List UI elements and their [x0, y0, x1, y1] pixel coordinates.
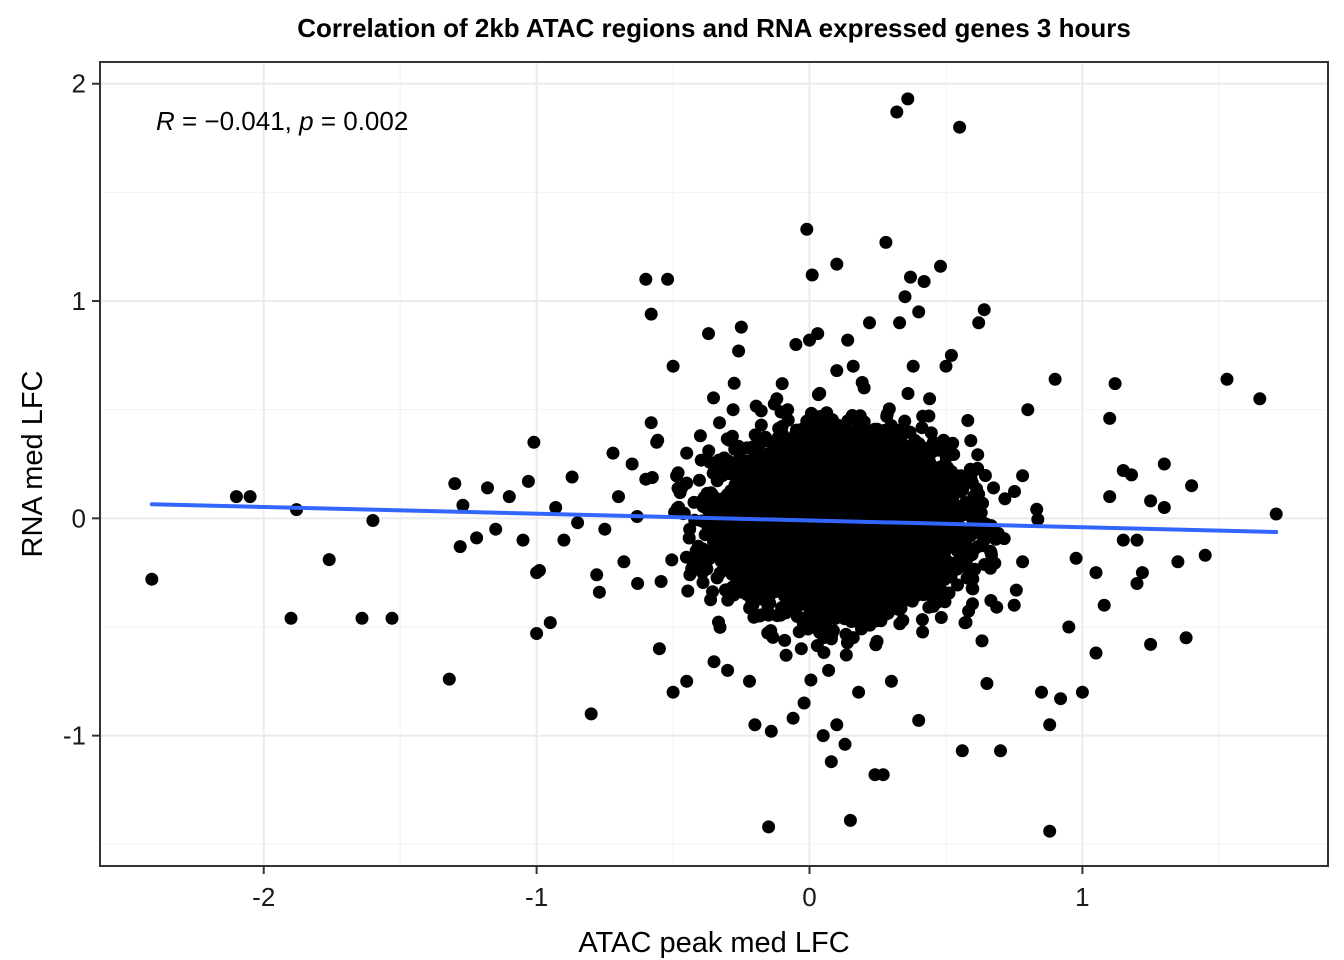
data-point: [696, 576, 710, 589]
data-point: [976, 496, 990, 510]
data-point: [685, 562, 699, 576]
data-point: [729, 585, 743, 599]
data-point: [1030, 502, 1044, 516]
data-point: [966, 582, 980, 596]
data-point: [998, 492, 1012, 506]
data-point: [706, 585, 719, 599]
data-point: [702, 444, 716, 458]
data-point: [654, 575, 668, 588]
data-point: [681, 584, 695, 598]
data-point: [1009, 583, 1023, 597]
data-point: [893, 617, 907, 631]
data-point: [951, 578, 964, 592]
data-point: [792, 625, 806, 639]
data-point: [779, 648, 793, 662]
data-point: [692, 473, 706, 487]
data-point: [754, 418, 768, 432]
data-point: [813, 386, 827, 400]
data-point: [839, 648, 853, 662]
data-point: [838, 612, 851, 626]
data-point: [975, 634, 989, 648]
data-point: [989, 532, 1003, 546]
data-point: [718, 548, 731, 562]
data-point: [934, 611, 948, 624]
data-point: [857, 618, 871, 632]
data-point: [751, 448, 765, 462]
data-point: [778, 633, 792, 647]
data-point: [1069, 551, 1083, 565]
data-point: [820, 406, 834, 420]
data-point: [960, 571, 974, 585]
data-point: [740, 441, 754, 455]
data-point: [719, 583, 733, 597]
data-point: [959, 615, 973, 629]
data-point: [937, 433, 951, 447]
data-point: [673, 486, 687, 500]
data-points: [145, 92, 1283, 838]
data-point: [857, 607, 871, 621]
data-point: [721, 593, 735, 607]
data-point: [727, 376, 741, 390]
data-point: [970, 482, 984, 496]
data-point: [720, 432, 734, 446]
data-point: [964, 434, 978, 448]
data-point: [817, 646, 831, 659]
data-point: [747, 610, 761, 624]
data-point: [804, 673, 818, 687]
data-point: [880, 407, 894, 421]
data-point: [971, 448, 985, 462]
data-point: [898, 414, 912, 428]
data-point: [984, 545, 998, 559]
data-point: [922, 600, 936, 614]
data-point: [1031, 512, 1045, 526]
data-point: [1016, 555, 1030, 569]
data-point: [713, 620, 727, 634]
data-point: [869, 638, 883, 652]
chart-title: Correlation of 2kb ATAC regions and RNA …: [297, 13, 1131, 43]
data-point: [1008, 485, 1021, 498]
data-point: [901, 387, 915, 400]
data-point: [990, 600, 1004, 614]
data-point: [713, 457, 727, 471]
